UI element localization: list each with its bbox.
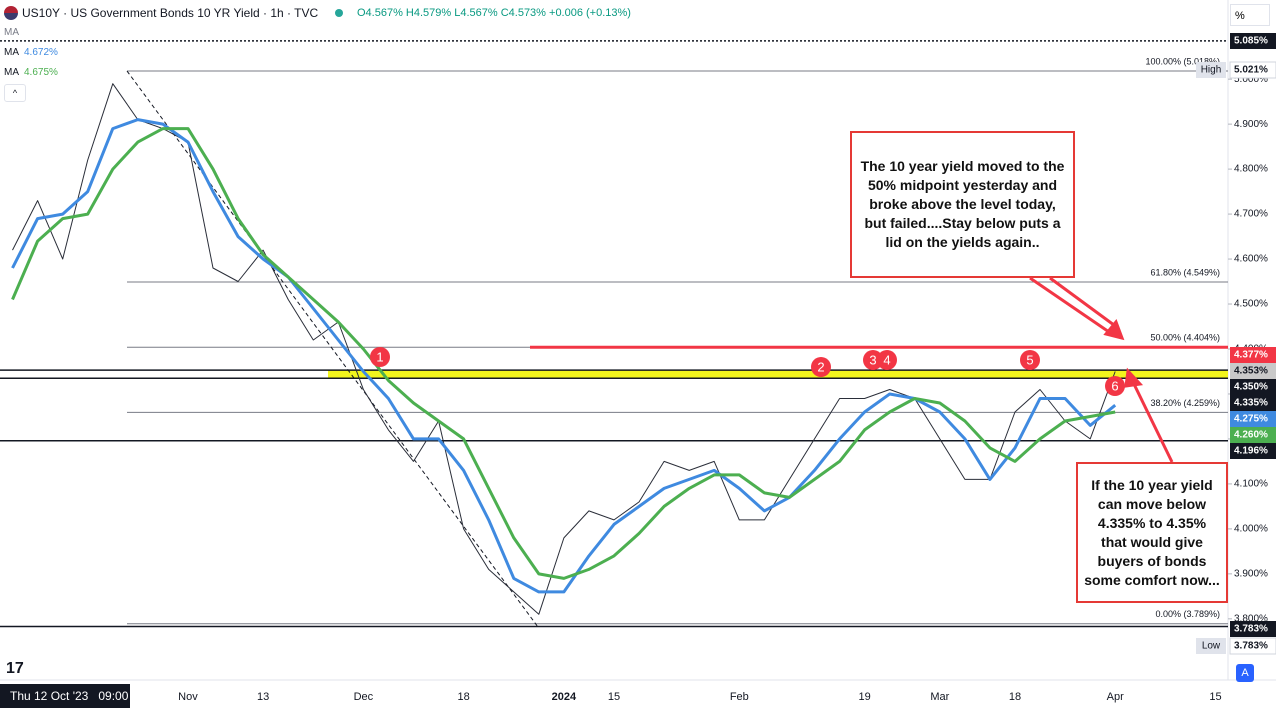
price-label: 3.783% xyxy=(1234,624,1268,635)
marker xyxy=(1020,350,1040,370)
flag-icon xyxy=(4,6,18,20)
price-label-bg xyxy=(1229,637,1276,655)
y-tick-label: 4.600% xyxy=(1234,254,1268,265)
price-label: 5.021% xyxy=(1234,65,1268,76)
price-label-bg xyxy=(1230,363,1276,379)
x-tick-label: 15 xyxy=(1209,691,1221,703)
price-label: 5.085% xyxy=(1234,36,1268,47)
marker xyxy=(863,350,883,370)
price-label: 4.377% xyxy=(1234,350,1268,361)
y-tick-label: 4.500% xyxy=(1234,299,1268,310)
price-tag-bg xyxy=(1196,62,1226,78)
marker-label: 2 xyxy=(817,359,824,374)
x-tick-label: Dec xyxy=(354,691,374,703)
logo: 17 xyxy=(6,660,24,677)
fib-label: 100.00% (5.018%) xyxy=(1145,56,1220,66)
time: 09:00 xyxy=(98,689,129,703)
marker xyxy=(1105,376,1125,396)
price-tag: Low xyxy=(1202,641,1221,652)
price-tag: High xyxy=(1201,65,1222,76)
price-label-bg xyxy=(1230,33,1276,49)
marker xyxy=(877,350,897,370)
ohlc: O4.567% H4.579% L4.567% C4.573% +0.006 (… xyxy=(357,7,631,19)
x-tick-label: 13 xyxy=(257,691,269,703)
ma-label: MA xyxy=(4,67,19,78)
fib-label: 50.00% (4.404%) xyxy=(1150,333,1220,343)
marker xyxy=(811,357,831,377)
y-tick-label: 4.700% xyxy=(1234,209,1268,220)
price-label: 4.335% xyxy=(1234,398,1268,409)
y-tick-label: 5.000% xyxy=(1234,74,1268,85)
price-label-bg xyxy=(1230,427,1276,443)
price-axis xyxy=(1228,0,1276,680)
x-tick-label: Mar xyxy=(930,691,949,703)
price-line xyxy=(12,83,1116,615)
date: Thu 12 Oct '23 xyxy=(10,689,89,703)
moving-average xyxy=(11,127,1116,580)
ma-value: 4.672% xyxy=(24,47,58,58)
fib-label: 38.20% (4.259%) xyxy=(1150,398,1220,408)
price-label-bg xyxy=(1230,411,1276,427)
x-tick-label: 2024 xyxy=(552,691,577,703)
price-tag-bg xyxy=(1196,638,1226,654)
y-tick-label: 4.100% xyxy=(1234,479,1268,490)
annotation-text: If the 10 year yield can move below 4.33… xyxy=(1084,476,1220,588)
ma-value: 4.675% xyxy=(24,67,58,78)
y-tick-label: 4.000% xyxy=(1234,524,1268,535)
symbol: US10Y · US Government Bonds 10 YR Yield … xyxy=(22,6,319,20)
fib-label: 61.80% (4.549%) xyxy=(1150,267,1220,277)
price-label: 3.783% xyxy=(1234,641,1268,652)
x-tick-label: Feb xyxy=(730,691,749,703)
x-tick-label: 19 xyxy=(858,691,870,703)
x-tick-label: 18 xyxy=(1009,691,1021,703)
scale-button[interactable]: % xyxy=(1230,4,1270,26)
x-tick-label: Apr xyxy=(1107,691,1124,703)
price-label-bg xyxy=(1230,621,1276,637)
price-label-bg xyxy=(1230,395,1276,411)
x-tick-label: 18 xyxy=(458,691,470,703)
y-tick-label: 4.800% xyxy=(1234,164,1268,175)
trend-line xyxy=(126,70,539,628)
ma-label: MA xyxy=(4,47,19,58)
annotation-box: If the 10 year yield can move below 4.33… xyxy=(1076,462,1228,603)
y-tick-label: 3.800% xyxy=(1234,613,1268,624)
marker-label: 4 xyxy=(883,352,890,367)
auto-scale-button[interactable]: A xyxy=(1236,664,1254,682)
price-label-bg xyxy=(1229,61,1276,79)
fib-label: 0.00% (3.789%) xyxy=(1155,609,1220,619)
price-label-bg xyxy=(1230,347,1276,363)
marker-label: 6 xyxy=(1111,378,1118,393)
annotation-box: The 10 year yield moved to the 50% midpo… xyxy=(850,131,1075,278)
y-tick-label: 4.900% xyxy=(1234,119,1268,130)
price-label: 4.196% xyxy=(1234,446,1268,457)
ma-label: MA xyxy=(4,27,19,38)
status-dot xyxy=(335,9,343,17)
crosshair-date: Thu 12 Oct '23 09:00 xyxy=(0,684,130,708)
price-label: 4.260% xyxy=(1234,430,1268,441)
y-tick-label: 3.900% xyxy=(1234,569,1268,580)
marker-label: 3 xyxy=(869,352,876,367)
x-tick-label: Nov xyxy=(178,691,198,703)
marker xyxy=(370,347,390,367)
support-band xyxy=(328,370,1228,379)
marker-label: 1 xyxy=(376,349,383,364)
price-label-bg xyxy=(1230,443,1276,459)
price-label: 4.275% xyxy=(1234,414,1268,425)
price-label: 4.353% xyxy=(1234,366,1268,377)
x-tick-label: 15 xyxy=(608,691,620,703)
marker-label: 5 xyxy=(1026,352,1033,367)
annotation-text: The 10 year yield moved to the 50% midpo… xyxy=(860,158,1065,250)
price-label-bg xyxy=(1230,379,1276,395)
moving-average xyxy=(11,118,1117,594)
price-label: 4.350% xyxy=(1234,382,1268,393)
collapse-button[interactable]: ^ xyxy=(4,84,26,102)
